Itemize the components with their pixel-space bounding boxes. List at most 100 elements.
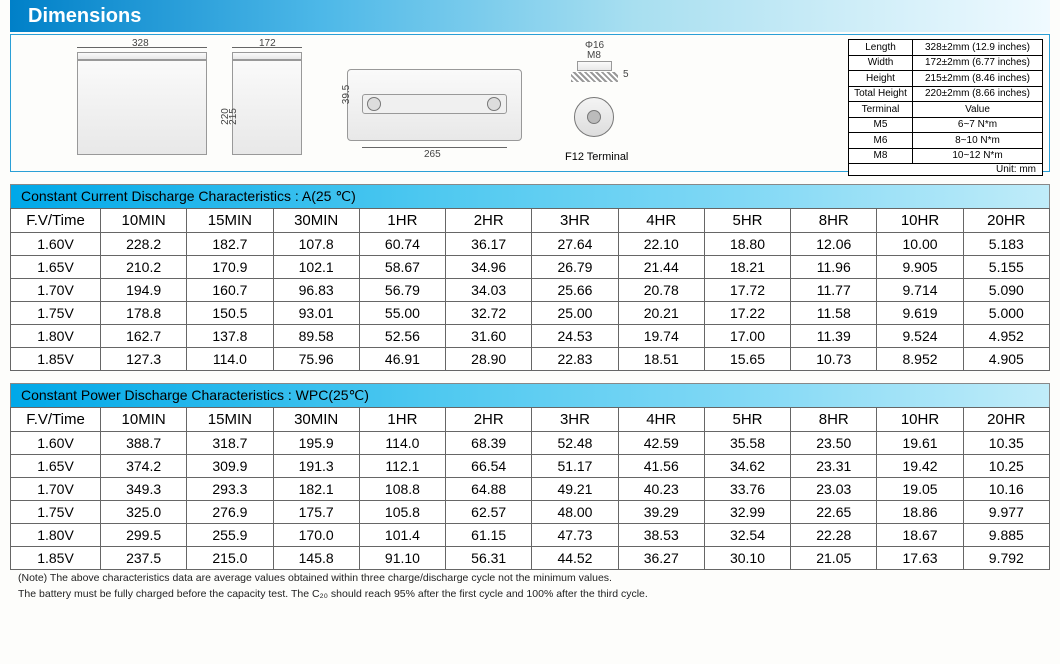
data-cell: 40.23 bbox=[618, 478, 704, 501]
data-cell: 1.65V bbox=[11, 256, 101, 279]
data-cell: 10.35 bbox=[963, 432, 1049, 455]
data-cell: 20.21 bbox=[618, 302, 704, 325]
dim-row-value: 220±2mm (8.66 inches) bbox=[913, 86, 1043, 102]
data-cell: 34.03 bbox=[446, 279, 532, 302]
data-cell: 27.64 bbox=[532, 233, 618, 256]
data-cell: 325.0 bbox=[101, 501, 187, 524]
col-head: 20HR bbox=[963, 408, 1049, 432]
data-cell: 182.7 bbox=[187, 233, 273, 256]
data-cell: 215.0 bbox=[187, 547, 273, 570]
data-cell: 12.06 bbox=[791, 233, 877, 256]
data-cell: 26.79 bbox=[532, 256, 618, 279]
data-cell: 61.15 bbox=[446, 524, 532, 547]
data-cell: 10.73 bbox=[791, 348, 877, 371]
data-cell: 9.792 bbox=[963, 547, 1049, 570]
col-head: 5HR bbox=[704, 209, 790, 233]
data-cell: 23.50 bbox=[791, 432, 877, 455]
col-head: 8HR bbox=[791, 209, 877, 233]
col-head: 3HR bbox=[532, 209, 618, 233]
data-cell: 150.5 bbox=[187, 302, 273, 325]
unit-label: Unit: mm bbox=[848, 164, 1043, 176]
data-cell: 28.90 bbox=[446, 348, 532, 371]
data-cell: 299.5 bbox=[101, 524, 187, 547]
dimensions-header: Dimensions bbox=[10, 0, 1050, 32]
data-cell: 11.58 bbox=[791, 302, 877, 325]
dim-row-label: Total Height bbox=[849, 86, 913, 102]
term-row-value: 8~10 N*m bbox=[913, 133, 1043, 149]
col-head: 1HR bbox=[359, 209, 445, 233]
data-cell: 5.000 bbox=[963, 302, 1049, 325]
col-head: 1HR bbox=[359, 408, 445, 432]
data-cell: 388.7 bbox=[101, 432, 187, 455]
dimensions-table: Length328±2mm (12.9 inches)Width172±2mm … bbox=[848, 39, 1043, 164]
data-cell: 101.4 bbox=[359, 524, 445, 547]
data-cell: 210.2 bbox=[101, 256, 187, 279]
data-cell: 19.61 bbox=[877, 432, 963, 455]
dim-h2: 215 bbox=[228, 108, 239, 125]
data-cell: 11.39 bbox=[791, 325, 877, 348]
data-cell: 18.51 bbox=[618, 348, 704, 371]
data-cell: 36.27 bbox=[618, 547, 704, 570]
data-cell: 32.99 bbox=[704, 501, 790, 524]
data-cell: 38.53 bbox=[618, 524, 704, 547]
data-cell: 35.58 bbox=[704, 432, 790, 455]
data-cell: 30.10 bbox=[704, 547, 790, 570]
data-cell: 62.57 bbox=[446, 501, 532, 524]
data-cell: 11.96 bbox=[791, 256, 877, 279]
col-head: 2HR bbox=[446, 209, 532, 233]
data-cell: 5.155 bbox=[963, 256, 1049, 279]
dim-row-value: 215±2mm (8.46 inches) bbox=[913, 71, 1043, 87]
col-head: 5HR bbox=[704, 408, 790, 432]
power-table: F.V/Time10MIN15MIN30MIN1HR2HR3HR4HR5HR8H… bbox=[10, 407, 1050, 570]
data-cell: 228.2 bbox=[101, 233, 187, 256]
data-cell: 66.54 bbox=[446, 455, 532, 478]
data-cell: 102.1 bbox=[273, 256, 359, 279]
term-row-label: M6 bbox=[849, 133, 913, 149]
data-cell: 22.28 bbox=[791, 524, 877, 547]
data-cell: 21.05 bbox=[791, 547, 877, 570]
data-cell: 160.7 bbox=[187, 279, 273, 302]
data-cell: 5.183 bbox=[963, 233, 1049, 256]
data-cell: 349.3 bbox=[101, 478, 187, 501]
term-head-label: Terminal bbox=[849, 102, 913, 118]
data-cell: 293.3 bbox=[187, 478, 273, 501]
data-cell: 137.8 bbox=[187, 325, 273, 348]
data-cell: 22.65 bbox=[791, 501, 877, 524]
data-cell: 107.8 bbox=[273, 233, 359, 256]
data-cell: 114.0 bbox=[187, 348, 273, 371]
data-cell: 56.31 bbox=[446, 547, 532, 570]
data-cell: 47.73 bbox=[532, 524, 618, 547]
data-cell: 42.59 bbox=[618, 432, 704, 455]
col-head: 4HR bbox=[618, 209, 704, 233]
data-cell: 1.75V bbox=[11, 501, 101, 524]
data-cell: 9.619 bbox=[877, 302, 963, 325]
col-head: 10HR bbox=[877, 408, 963, 432]
term-row-value: 6~7 N*m bbox=[913, 117, 1043, 133]
data-cell: 114.0 bbox=[359, 432, 445, 455]
col-head: 10MIN bbox=[101, 408, 187, 432]
data-cell: 32.72 bbox=[446, 302, 532, 325]
dim-off: 39.5 bbox=[341, 85, 352, 104]
data-cell: 19.05 bbox=[877, 478, 963, 501]
data-cell: 33.76 bbox=[704, 478, 790, 501]
data-cell: 108.8 bbox=[359, 478, 445, 501]
col-head: 3HR bbox=[532, 408, 618, 432]
col-head: 30MIN bbox=[273, 209, 359, 233]
data-cell: 309.9 bbox=[187, 455, 273, 478]
terminal-label: F12 Terminal bbox=[565, 151, 628, 163]
note-1: (Note) The above characteristics data ar… bbox=[10, 572, 1050, 586]
data-cell: 255.9 bbox=[187, 524, 273, 547]
note-2: The battery must be fully charged before… bbox=[10, 588, 1050, 602]
data-cell: 178.8 bbox=[101, 302, 187, 325]
data-cell: 8.952 bbox=[877, 348, 963, 371]
col-head: 8HR bbox=[791, 408, 877, 432]
power-block: Constant Power Discharge Characteristics… bbox=[10, 383, 1050, 570]
dim-row-label: Width bbox=[849, 55, 913, 71]
dimensions-panel: 328 172 220 215 39.5 265 Φ16 M8 5 bbox=[10, 34, 1050, 172]
data-cell: 25.00 bbox=[532, 302, 618, 325]
data-cell: 1.60V bbox=[11, 432, 101, 455]
data-cell: 162.7 bbox=[101, 325, 187, 348]
current-block: Constant Current Discharge Characteristi… bbox=[10, 184, 1050, 371]
data-cell: 31.60 bbox=[446, 325, 532, 348]
data-cell: 21.44 bbox=[618, 256, 704, 279]
